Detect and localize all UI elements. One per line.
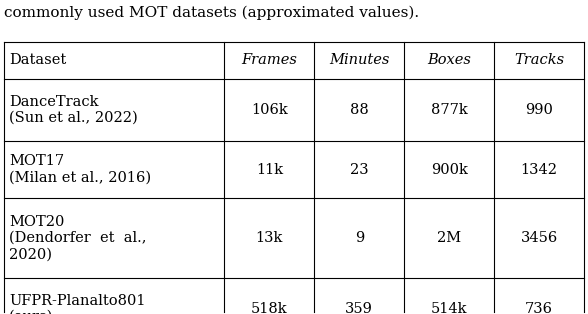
Text: DanceTrack
(Sun et al., 2022): DanceTrack (Sun et al., 2022) (9, 95, 138, 125)
Text: UFPR-Planalto801
(ours): UFPR-Planalto801 (ours) (9, 294, 145, 314)
Text: 518k: 518k (251, 302, 288, 314)
Text: 88: 88 (350, 103, 369, 117)
Text: 990: 990 (525, 103, 553, 117)
Text: Tracks: Tracks (514, 53, 564, 68)
Text: 106k: 106k (251, 103, 288, 117)
Text: 900k: 900k (431, 163, 467, 176)
Text: 11k: 11k (256, 163, 283, 176)
Text: commonly used MOT datasets (approximated values).: commonly used MOT datasets (approximated… (4, 6, 419, 20)
Text: Frames: Frames (242, 53, 298, 68)
Text: 9: 9 (355, 231, 364, 245)
Text: 877k: 877k (431, 103, 467, 117)
Text: 13k: 13k (256, 231, 283, 245)
Text: Boxes: Boxes (427, 53, 471, 68)
Text: 359: 359 (345, 302, 373, 314)
Text: MOT20
(Dendorfer  et  al.,
2020): MOT20 (Dendorfer et al., 2020) (9, 215, 146, 261)
Text: 23: 23 (350, 163, 369, 176)
Text: 736: 736 (525, 302, 553, 314)
Text: Minutes: Minutes (329, 53, 389, 68)
Text: 514k: 514k (431, 302, 467, 314)
Text: MOT17
(Milan et al., 2016): MOT17 (Milan et al., 2016) (9, 154, 151, 185)
Text: 2M: 2M (437, 231, 461, 245)
Text: 1342: 1342 (520, 163, 557, 176)
Text: Dataset: Dataset (9, 53, 66, 68)
Text: 3456: 3456 (520, 231, 557, 245)
